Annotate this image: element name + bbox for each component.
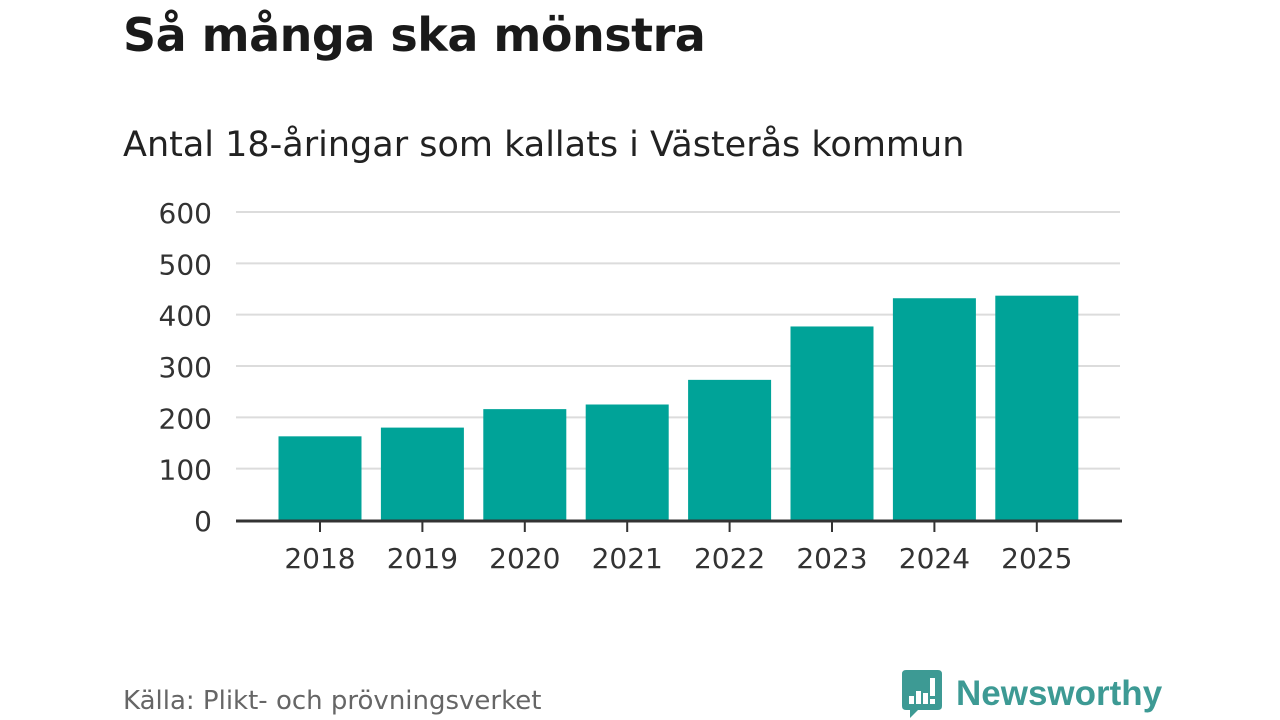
newsworthy-logo-icon	[902, 670, 942, 718]
bar-2021	[585, 404, 669, 520]
bar-2022	[688, 379, 772, 520]
x-tick-label: 2021	[592, 542, 663, 575]
source-note: Källa: Plikt- och prövningsverket	[123, 686, 542, 716]
newsworthy-logo: Newsworthy	[902, 670, 1162, 718]
bar-2019	[380, 427, 464, 520]
y-tick-label: 0	[194, 505, 212, 538]
y-tick-label: 300	[159, 351, 212, 384]
bar-2020	[483, 409, 567, 520]
x-tick-label: 2019	[387, 542, 458, 575]
bar-2024	[892, 298, 976, 520]
x-tick-label: 2025	[1001, 542, 1072, 575]
y-tick-label: 600	[159, 197, 212, 230]
x-tick-label: 2022	[694, 542, 765, 575]
bar-2025	[995, 295, 1079, 520]
y-tick-label: 500	[159, 248, 212, 281]
y-tick-label: 400	[159, 300, 212, 333]
x-tick-label: 2023	[796, 542, 867, 575]
y-tick-label: 200	[159, 402, 212, 435]
y-tick-label: 100	[159, 454, 212, 487]
chart-subtitle: Antal 18-åringar som kallats i Västerås …	[123, 125, 965, 165]
bar-2023	[790, 326, 874, 520]
bar-2018	[278, 436, 362, 520]
x-tick-label: 2020	[489, 542, 560, 575]
x-tick-label: 2024	[899, 542, 970, 575]
brand-name: Newsworthy	[956, 674, 1163, 713]
chart-title: Så många ska mönstra	[123, 8, 706, 62]
x-tick-label: 2018	[284, 542, 355, 575]
